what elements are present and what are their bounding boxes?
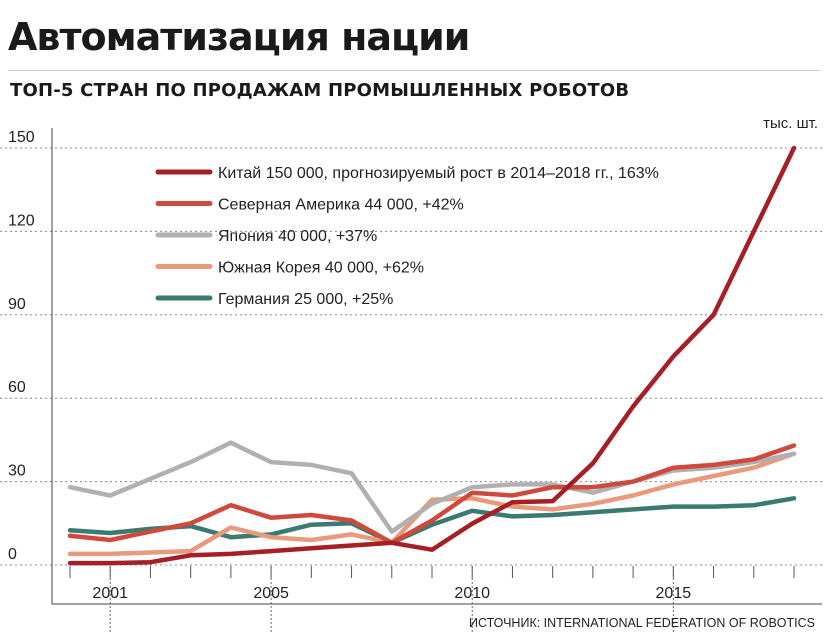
series-layer	[67, 145, 797, 566]
title-divider	[8, 70, 820, 71]
series-line-1	[67, 443, 797, 546]
chart-title: Автоматизация нации	[8, 15, 470, 59]
legend-label-1: Северная Америка 44 000, +42%	[218, 197, 464, 214]
series-line-3	[67, 451, 797, 557]
legend-label-0: Китай 150 000, прогнозируемый рост в 201…	[218, 165, 659, 182]
y-tick-label: 120	[8, 212, 35, 229]
x-tick-label: 2015	[656, 585, 692, 602]
y-tick-label: 60	[8, 379, 26, 396]
legend-label-3: Южная Корея 40 000, +62%	[218, 260, 424, 277]
y-tick-label: 0	[8, 546, 17, 563]
x-tick-label: 2005	[253, 585, 289, 602]
y-tick-label: 90	[8, 296, 26, 313]
y-tick-label: 30	[8, 463, 26, 480]
legend: Китай 150 000, прогнозируемый рост в 201…	[155, 165, 659, 308]
legend-label-2: Япония 40 000, +37%	[218, 228, 377, 245]
axis-layer: 0 30 60 90 120 150 2001 2005 2010 2015	[8, 128, 822, 632]
source-note: ИСТОЧНИК: INTERNATIONAL FEDERATION OF RO…	[469, 616, 815, 630]
grid-layer	[0, 147, 822, 566]
y-unit-label: тыс. шт.	[763, 115, 818, 132]
y-tick-label: 150	[8, 129, 35, 146]
series-line-4	[67, 496, 797, 546]
chart-subtitle: ТОП-5 СТРАН ПО ПРОДАЖАМ ПРОМЫШЛЕННЫХ РОБ…	[10, 80, 630, 101]
series-line-2	[67, 440, 797, 534]
series-line-0	[67, 145, 797, 566]
legend-label-4: Германия 25 000, +25%	[218, 291, 393, 308]
x-tick-label: 2001	[92, 585, 128, 602]
x-tick-label: 2010	[454, 585, 490, 602]
